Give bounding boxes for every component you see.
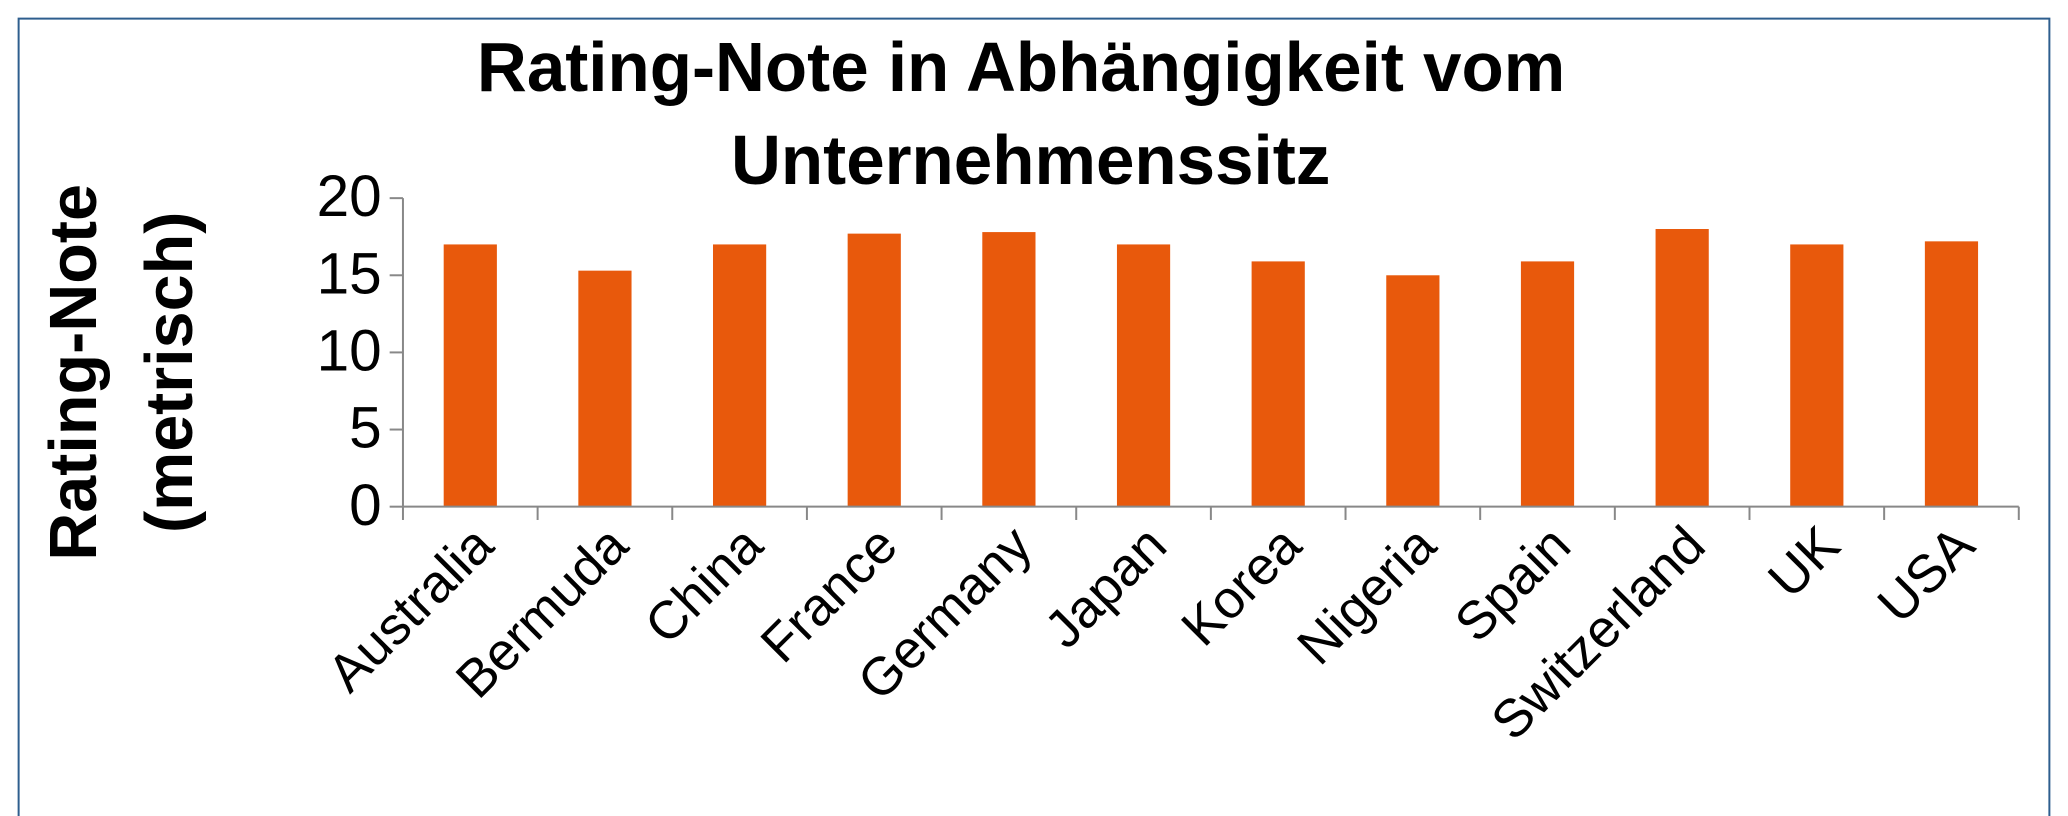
x-tick-label: UK [1757, 515, 1851, 609]
bar [443, 244, 497, 507]
y-label-line: (metrisch) [133, 212, 207, 533]
bar [712, 244, 767, 507]
x-tick-label-group: Nigeria [1286, 515, 1447, 676]
x-tick-label-group: Japan [1034, 515, 1178, 659]
x-tick-label: Nigeria [1286, 515, 1447, 676]
x-tick-label-group: USA [1867, 515, 1986, 634]
bar [1790, 244, 1844, 507]
y-tick-label: 15 [317, 241, 382, 306]
bar [1520, 261, 1575, 507]
bar [578, 270, 632, 507]
title-line: Rating-Note in Abhängigkeit vom [477, 28, 1565, 106]
x-tick-label: Japan [1034, 515, 1178, 659]
y-tick-label: 0 [349, 473, 382, 538]
bar [1251, 261, 1305, 507]
y-tick-label: 5 [349, 396, 382, 461]
x-tick-label: USA [1867, 515, 1986, 634]
chart-title: Rating-Note in Abhängigkeit vom Unterneh… [477, 28, 1585, 199]
bar [982, 232, 1036, 507]
frame [17, 17, 2051, 816]
title-line: Unternehmenssitz [731, 121, 1330, 199]
y-axis-label: Rating-Note (metrisch) [37, 184, 207, 561]
bar [847, 233, 901, 507]
y-tick-label: 20 [317, 164, 382, 229]
y-label-line: Rating-Note [37, 184, 111, 561]
x-tick-label-group: UK [1757, 515, 1851, 609]
bar [1386, 275, 1440, 507]
y-tick-label: 10 [317, 319, 382, 384]
bar [1924, 241, 1979, 507]
bar [1655, 229, 1709, 507]
bar [1116, 244, 1171, 507]
